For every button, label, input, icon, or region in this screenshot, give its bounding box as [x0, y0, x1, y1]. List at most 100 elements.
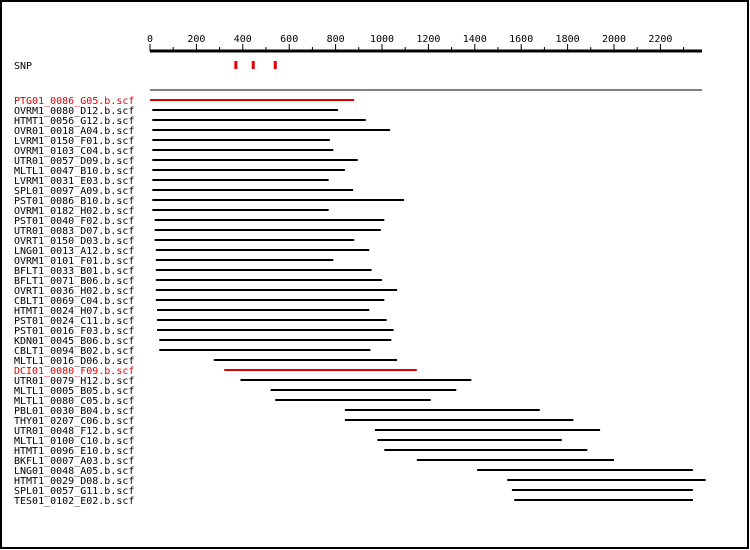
axis-tick-label: 2000	[602, 34, 626, 45]
read-row: HTMT1_0029_D08.b.scf	[14, 476, 706, 487]
read-row: OVRM1_0101_F01.b.scf	[14, 256, 334, 267]
read-name-label[interactable]: HTMT1_0024_H07.b.scf	[14, 306, 134, 317]
read-row: CBLT1_0069_C04.b.scf	[14, 296, 385, 307]
read-name-label[interactable]: HTMT1_0096_E10.b.scf	[14, 446, 134, 457]
read-name-label[interactable]: MLTL1_0047_B10.b.scf	[14, 166, 134, 177]
read-name-label[interactable]: CBLT1_0094_B02.b.scf	[14, 346, 134, 357]
read-name-label[interactable]: MLTL1_0005_B05.b.scf	[14, 386, 134, 397]
read-row: PTG01_0086_G05.b.scf	[14, 96, 355, 107]
read-row: HTMT1_0024_H07.b.scf	[14, 306, 370, 317]
read-row: SPL01_0057_G11.b.scf	[14, 486, 693, 497]
read-name-label[interactable]: PST01_0024_C11.b.scf	[14, 316, 134, 327]
read-name-label[interactable]: CBLT1_0069_C04.b.scf	[14, 296, 134, 307]
read-name-label[interactable]: OVRM1_0103_C04.b.scf	[14, 146, 134, 157]
read-name-label[interactable]: PST01_0040_F02.b.scf	[14, 216, 134, 227]
read-name-label[interactable]: PST01_0016_F03.b.scf	[14, 326, 134, 337]
read-row: BFLT1_0071_B06.b.scf	[14, 276, 382, 287]
read-row: MLTL1_0080_C05.b.scf	[14, 396, 431, 407]
axis-tick-label: 1200	[416, 34, 440, 45]
read-row: MLTL1_0047_B10.b.scf	[14, 166, 345, 177]
read-row: HTMT1_0056_G12.b.scf	[14, 116, 366, 127]
snp-markers	[234, 61, 277, 69]
read-name-label[interactable]: MLTL1_0100_C10.b.scf	[14, 436, 134, 447]
read-row: OVRT1_0036_H02.b.scf	[14, 286, 398, 297]
read-row: PBL01_0030_B04.b.scf	[14, 406, 540, 417]
read-name-label[interactable]: MLTL1_0080_C05.b.scf	[14, 396, 134, 407]
read-row: KDN01_0045_B06.b.scf	[14, 336, 392, 347]
read-name-label[interactable]: HTMT1_0056_G12.b.scf	[14, 116, 134, 127]
snp-label: SNP	[14, 61, 32, 72]
read-name-label[interactable]: LNG01_0013_A12.b.scf	[14, 246, 134, 257]
read-name-label[interactable]: OVRT1_0150_D03.b.scf	[14, 236, 134, 247]
read-name-label[interactable]: MLTL1_0016_D06.b.scf	[14, 356, 134, 367]
read-name-label[interactable]: DCI01_0080_F09.b.scf	[14, 366, 134, 377]
snp-marker	[273, 61, 277, 69]
read-row: PST01_0024_C11.b.scf	[14, 316, 387, 327]
read-row: PST01_0016_F03.b.scf	[14, 326, 394, 337]
axis-tick-label: 1400	[463, 34, 487, 45]
snp-marker	[234, 61, 238, 69]
axis-tick-label: 600	[280, 34, 298, 45]
read-row: HTMT1_0096_E10.b.scf	[14, 446, 588, 457]
read-name-label[interactable]: TES01_0102_E02.b.scf	[14, 496, 134, 507]
axis-tick-label: 800	[327, 34, 345, 45]
read-name-label[interactable]: BKFL1_0007_A03.b.scf	[14, 456, 134, 467]
axis-tick-label: 1800	[556, 34, 580, 45]
read-name-label[interactable]: OVRM1_0080_D12.b.scf	[14, 106, 134, 117]
read-row: LVRM1_0031_E03.b.scf	[14, 176, 329, 187]
read-row: OVR01_0018_A04.b.scf	[14, 126, 391, 137]
read-row: OVRT1_0150_D03.b.scf	[14, 236, 355, 247]
position-axis: 0 200 400 600 800 1000 1200 1400 1600 1800 2000 220…	[147, 34, 702, 53]
read-row: UTR01_0057_D09.b.scf	[14, 156, 358, 167]
read-name-label[interactable]: LNG01_0048_A05.b.scf	[14, 466, 134, 477]
read-name-label[interactable]: OVR01_0018_A04.b.scf	[14, 126, 134, 137]
read-row: PST01_0040_F02.b.scf	[14, 216, 385, 227]
read-row: DCI01_0080_F09.b.scf	[14, 366, 417, 377]
read-name-label[interactable]: HTMT1_0029_D08.b.scf	[14, 476, 134, 487]
read-row: OVRM1_0080_D12.b.scf	[14, 106, 338, 117]
read-row: BKFL1_0007_A03.b.scf	[14, 456, 614, 467]
read-row: UTR01_0048_F12.b.scf	[14, 426, 601, 437]
axis-tick-label: 400	[234, 34, 252, 45]
read-row: CBLT1_0094_B02.b.scf	[14, 346, 371, 357]
read-row: UTR01_0083_D07.b.scf	[14, 226, 381, 237]
read-name-label[interactable]: BFLT1_0033_B01.b.scf	[14, 266, 134, 277]
read-name-label[interactable]: SPL01_0057_G11.b.scf	[14, 486, 134, 497]
read-name-label[interactable]: PST01_0086_B10.b.scf	[14, 196, 134, 207]
read-name-label[interactable]: SPL01_0097_A09.b.scf	[14, 186, 134, 197]
read-name-label[interactable]: OVRM1_0182_H02.b.scf	[14, 206, 134, 217]
axis-tick-label: 200	[187, 34, 205, 45]
read-name-label[interactable]: PTG01_0086_G05.b.scf	[14, 96, 134, 107]
read-name-label[interactable]: BFLT1_0071_B06.b.scf	[14, 276, 134, 287]
axis-tick-label: 1000	[370, 34, 394, 45]
axis-tick-label: 1600	[509, 34, 533, 45]
read-row: UTR01_0079_H12.b.scf	[14, 376, 472, 387]
read-name-label[interactable]: UTR01_0057_D09.b.scf	[14, 156, 134, 167]
read-name-label[interactable]: THY01_0207_C06.b.scf	[14, 416, 134, 427]
read-name-label[interactable]: UTR01_0083_D07.b.scf	[14, 226, 134, 237]
read-name-label[interactable]: OVRM1_0101_F01.b.scf	[14, 256, 134, 267]
read-row: LNG01_0048_A05.b.scf	[14, 466, 693, 477]
read-name-label[interactable]: UTR01_0048_F12.b.scf	[14, 426, 134, 437]
read-name-label[interactable]: LVRM1_0031_E03.b.scf	[14, 176, 134, 187]
read-row: MLTL1_0016_D06.b.scf	[14, 356, 398, 367]
read-row: OVRM1_0182_H02.b.scf	[14, 206, 329, 217]
read-row: OVRM1_0103_C04.b.scf	[14, 146, 334, 157]
axis-tick-label: 0	[147, 34, 153, 45]
read-name-label[interactable]: KDN01_0045_B06.b.scf	[14, 336, 134, 347]
read-name-label[interactable]: OVRT1_0036_H02.b.scf	[14, 286, 134, 297]
read-row: TES01_0102_E02.b.scf	[14, 496, 693, 507]
read-row: PST01_0086_B10.b.scf	[14, 196, 405, 207]
read-name-label[interactable]: LVRM1_0150_F01.b.scf	[14, 136, 134, 147]
read-name-label[interactable]: PBL01_0030_B04.b.scf	[14, 406, 134, 417]
read-list: PTG01_0086_G05.b.scfOVRM1_0080_D12.b.scf…	[14, 96, 706, 507]
read-row: LNG01_0013_A12.b.scf	[14, 246, 370, 257]
axis-tick-label: 2200	[648, 34, 672, 45]
read-name-label[interactable]: UTR01_0079_H12.b.scf	[14, 376, 134, 387]
read-row: THY01_0207_C06.b.scf	[14, 416, 574, 427]
read-row: MLTL1_0100_C10.b.scf	[14, 436, 562, 447]
read-row: SPL01_0097_A09.b.scf	[14, 186, 353, 197]
snp-marker	[251, 61, 255, 69]
